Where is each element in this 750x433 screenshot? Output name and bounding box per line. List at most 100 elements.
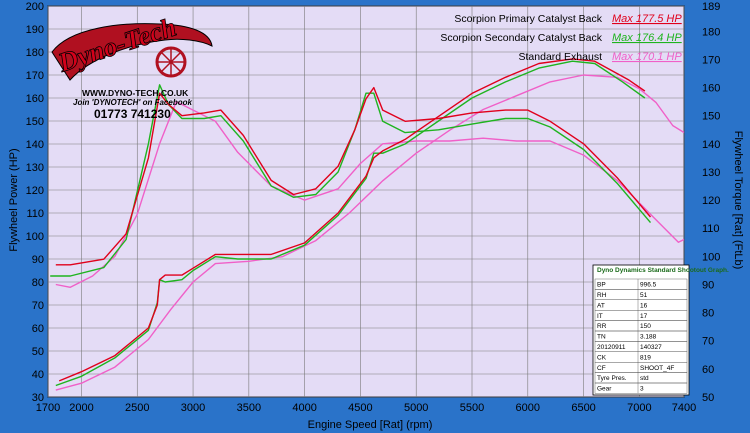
y-tick-label: 40	[32, 369, 44, 381]
y-tick-label: 80	[32, 277, 44, 289]
info-key: Gear	[597, 386, 612, 393]
plot-area	[47, 5, 685, 398]
y2-tick-label: 180	[702, 26, 720, 38]
y-tick-label: 120	[26, 185, 44, 197]
x-axis-ticks: 1700 2000 2500 3000 3500 4000 4500 5000 5500 6000…	[36, 402, 696, 414]
x-tick-label: 3500	[237, 402, 261, 414]
info-key: 20120911	[597, 344, 626, 351]
y-axis-ticks: 30 40 50 60 70 80 90 100 110 120 130 140 150 160 170 18…	[26, 1, 44, 404]
info-value: SHOOT_4F	[640, 365, 674, 372]
info-value: std	[640, 375, 649, 382]
y2-tick-label: 140	[702, 139, 720, 151]
info-value: 150	[640, 323, 651, 330]
y-tick-label: 60	[32, 323, 44, 335]
y2-tick-label: 150	[702, 111, 720, 123]
x-tick-label: 2000	[69, 402, 93, 414]
facebook-text: Join 'DYNOTECH' on Facebook	[73, 98, 192, 107]
legend-max-standard[interactable]: Max 170.1 HP	[612, 51, 682, 63]
info-key: BP	[597, 282, 606, 289]
legend: Scorpion Primary Catalyst Back Max 177.5…	[440, 13, 682, 63]
y-tick-label: 110	[26, 208, 44, 220]
torque-line-scorpion-primary-catalyst-back	[55, 86, 652, 266]
info-key: RR	[597, 323, 607, 330]
grid	[47, 5, 685, 398]
info-value: 140327	[640, 344, 662, 351]
y-axis-title: Flywheel Power (HP)	[8, 148, 20, 251]
y-tick-label: 130	[26, 162, 44, 174]
x-tick-label: 5000	[404, 402, 428, 414]
y-tick-label: 100	[26, 231, 44, 243]
legend-name-standard[interactable]: Standard Exhaust	[519, 51, 603, 63]
info-table: Dyno Dynamics Standard Shootout Graph. B…	[592, 264, 729, 396]
x-tick-label: 2500	[125, 402, 149, 414]
info-value: 3	[640, 386, 644, 393]
torque-line-scorpion-secondary-catalyst-back	[50, 84, 652, 277]
y2-tick-label: 60	[702, 364, 714, 376]
y2-tick-label: 120	[702, 195, 720, 207]
info-value: 996.5	[640, 282, 657, 289]
legend-max-secondary[interactable]: Max 176.4 HP	[612, 32, 682, 44]
y-tick-label: 190	[26, 24, 44, 36]
y-tick-label: 170	[26, 70, 44, 82]
y-tick-label: 180	[26, 47, 44, 59]
y2-tick-label: 50	[702, 392, 714, 404]
info-key: IT	[597, 313, 603, 320]
x-tick-label: 7400	[672, 402, 696, 414]
x-tick-label: 3000	[181, 402, 205, 414]
y2-tick-label: 80	[702, 308, 714, 320]
legend-max-primary[interactable]: Max 177.5 HP	[612, 13, 682, 25]
y2-tick-label: 70	[702, 336, 714, 348]
power-line-scorpion-primary-catalyst-back	[58, 58, 646, 382]
info-key: TN	[597, 334, 606, 341]
y-tick-label: 160	[26, 93, 44, 105]
info-value: 3.188	[640, 334, 657, 341]
y2-tick-label: 170	[702, 54, 720, 66]
y2-tick-label: 160	[702, 83, 720, 95]
info-row	[594, 382, 688, 394]
info-value: 17	[640, 313, 648, 320]
y-tick-label: 30	[32, 392, 44, 404]
info-table-title: Dyno Dynamics Standard Shootout Graph.	[597, 267, 729, 274]
info-table-bg	[592, 264, 690, 396]
info-key: CF	[597, 365, 606, 372]
y2-axis-ticks: 50 60 70 80 90 100 110 120 130 140 150 160 170 180 189	[702, 1, 720, 404]
logo-wheel-spokes	[157, 48, 185, 76]
website-text: WWW.DYNO-TECH.CO.UK	[82, 88, 189, 98]
y2-tick-label: 189	[702, 1, 720, 13]
power-line-standard-exhaust	[55, 74, 685, 391]
info-value: 51	[640, 292, 648, 299]
info-key: Tyre Pres.	[597, 375, 627, 382]
info-key: AT	[597, 302, 605, 309]
y2-tick-label: 100	[702, 251, 720, 263]
y2-tick-label: 90	[702, 279, 714, 291]
y-tick-label: 200	[26, 1, 44, 13]
y-tick-label: 90	[32, 254, 44, 266]
x-tick-label: 4000	[292, 402, 316, 414]
y2-tick-label: 110	[702, 223, 720, 235]
series-layer	[50, 58, 685, 391]
x-tick-label: 7000	[627, 402, 651, 414]
info-table-rows: BP 996.5 RH 51 AT 16 IT 17 RR 150 TN 3.188 20120911 1…	[594, 278, 688, 394]
torque-line-standard-exhaust	[55, 100, 685, 288]
y2-tick-label: 130	[702, 167, 720, 179]
info-key: CK	[597, 354, 607, 361]
info-value: 16	[640, 302, 648, 309]
phone-text: 01773 741230	[94, 107, 171, 121]
legend-name-primary[interactable]: Scorpion Primary Catalyst Back	[454, 13, 602, 25]
x-tick-label: 5500	[460, 402, 484, 414]
logo-swoosh	[51, 23, 213, 81]
x-axis-title: Engine Speed [Rat] (rpm)	[308, 419, 433, 431]
info-value: 819	[640, 354, 651, 361]
y-tick-label: 150	[26, 116, 44, 128]
y2-axis-title: Flywheel Torque [Rat] (FtLb)	[732, 131, 744, 270]
info-key: RH	[597, 292, 607, 299]
x-tick-label: 1700	[36, 402, 60, 414]
legend-name-secondary[interactable]: Scorpion Secondary Catalyst Back	[440, 32, 602, 44]
x-tick-label: 6500	[571, 402, 595, 414]
x-tick-label: 6000	[516, 402, 540, 414]
y-tick-label: 140	[26, 139, 44, 151]
y-tick-label: 50	[32, 346, 44, 358]
y-tick-label: 70	[32, 300, 44, 312]
x-tick-label: 4500	[348, 402, 372, 414]
